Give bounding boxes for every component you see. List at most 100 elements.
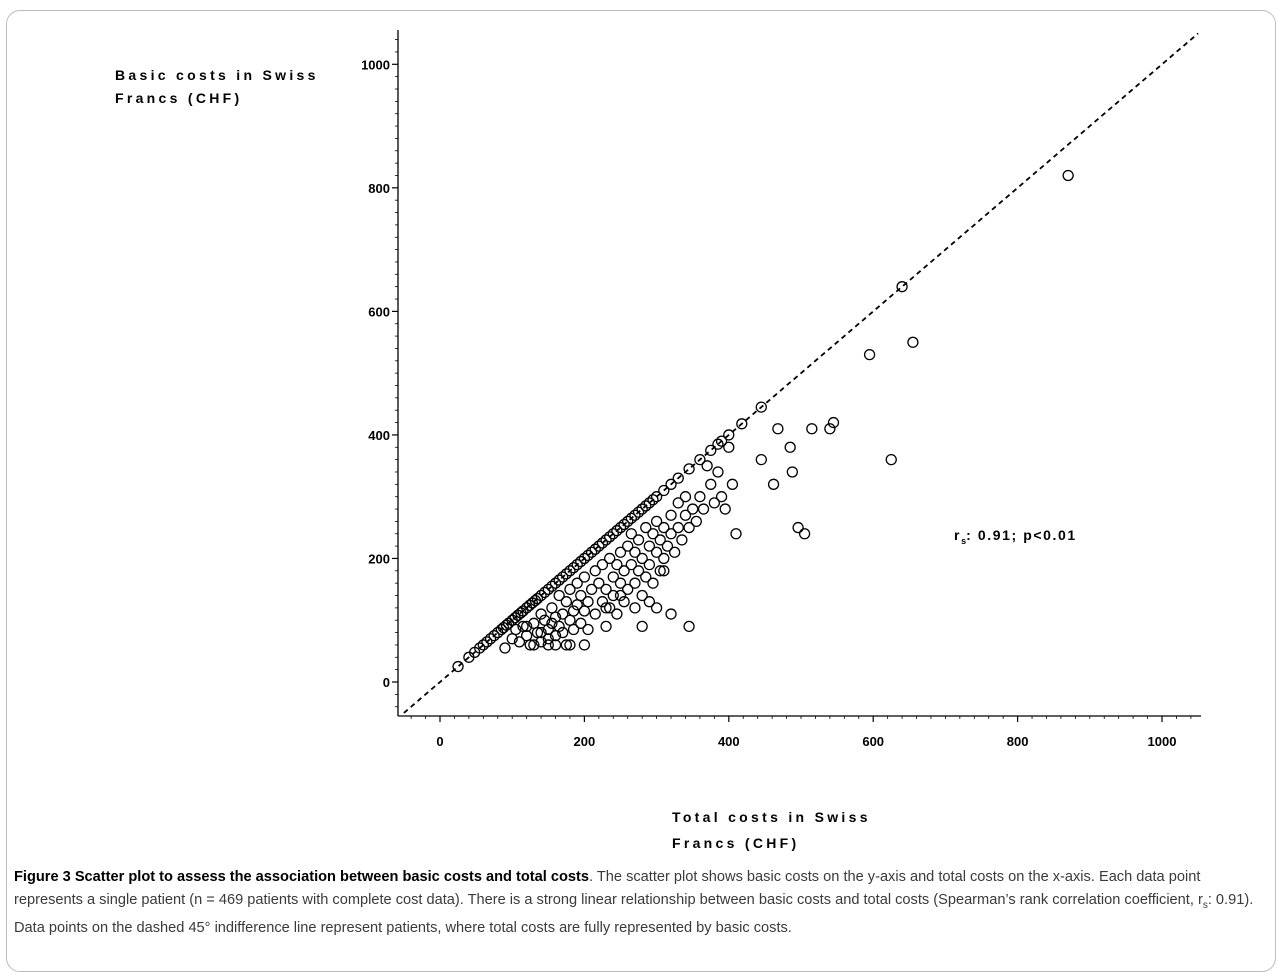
data-point [557, 571, 569, 583]
data-point [614, 589, 627, 602]
data-point [571, 577, 583, 589]
data-point [690, 515, 702, 528]
data-point [614, 521, 627, 534]
data-point [589, 608, 601, 620]
data-point [513, 636, 526, 648]
data-point [636, 589, 648, 602]
data-point [600, 583, 612, 595]
data-point [564, 639, 576, 651]
data-point [784, 441, 796, 453]
data-point [452, 660, 464, 673]
data-point [553, 620, 565, 633]
data-point [549, 577, 562, 589]
data-point [542, 623, 554, 636]
y-tick-label: 1000 [361, 57, 390, 72]
data-point [625, 512, 637, 524]
data-point [665, 478, 677, 490]
data-point [1062, 169, 1074, 182]
data-point [650, 515, 663, 528]
data-point [596, 596, 609, 608]
data-point [629, 509, 641, 521]
data-point [661, 540, 674, 552]
data-point [567, 623, 580, 636]
data-point [618, 596, 630, 608]
data-point [665, 509, 677, 521]
data-point [575, 617, 587, 629]
data-point [510, 623, 522, 636]
data-point [654, 565, 666, 577]
data-point [564, 614, 576, 626]
data-point [665, 528, 677, 540]
data-point [632, 506, 645, 518]
data-point [658, 521, 670, 534]
y-tick-label: 200 [368, 551, 390, 566]
data-point [643, 596, 656, 608]
data-point [600, 620, 612, 633]
data-point [614, 577, 627, 589]
correlation-annotation: rs: 0.91; p<0.01 [954, 527, 1077, 546]
data-point [618, 518, 630, 531]
data-point [786, 466, 798, 478]
data-point [607, 571, 619, 583]
caption-subscript: s [1202, 899, 1208, 911]
data-point [772, 423, 784, 435]
data-point [676, 534, 688, 546]
data-point [625, 558, 637, 571]
data-point [542, 639, 554, 651]
data-point [824, 423, 836, 435]
data-point [669, 546, 681, 558]
data-point [715, 491, 728, 503]
data-point [578, 571, 591, 583]
data-point [535, 636, 547, 648]
data-point [672, 472, 684, 484]
data-point [531, 592, 544, 605]
data-point [755, 453, 767, 466]
data-point [578, 639, 591, 651]
data-point [712, 466, 724, 478]
data-point [629, 577, 641, 589]
data-point [907, 336, 919, 348]
data-point [542, 583, 554, 595]
data-point [798, 528, 811, 540]
data-point [564, 565, 576, 577]
data-point [546, 602, 558, 614]
data-point [611, 525, 623, 537]
data-point [622, 540, 634, 552]
data-point [650, 546, 663, 558]
axes: 0 200 400 600 800 1000 0 200 400 600 800 1000 [361, 30, 1201, 749]
data-point [715, 435, 728, 447]
data-point [604, 531, 616, 543]
data-point [578, 552, 591, 565]
data-point [650, 491, 663, 503]
data-point [488, 630, 500, 642]
data-point [539, 586, 551, 599]
data-point [474, 642, 486, 654]
x-tick-label: 200 [574, 734, 596, 749]
y-tick-label: 0 [383, 675, 390, 690]
data-point [546, 580, 558, 592]
data-point [885, 453, 897, 466]
y-tick-label: 400 [368, 428, 390, 443]
caption-title: Figure 3 Scatter plot to assess the asso… [14, 869, 590, 885]
data-point [535, 626, 547, 639]
x-tick-label: 0 [436, 734, 443, 749]
data-point [672, 521, 684, 534]
data-point [593, 577, 605, 589]
y-axis-label: Basic costs in Swiss Francs (CHF) [115, 67, 319, 106]
data-point [723, 441, 735, 453]
x-tick-label: 800 [1007, 734, 1029, 749]
data-point [560, 639, 572, 651]
data-point [557, 626, 569, 639]
data-point [585, 583, 598, 595]
data-point [705, 444, 717, 457]
data-point [520, 620, 533, 633]
data-point [604, 602, 616, 614]
annotation-subscript: s [961, 535, 967, 546]
data-point [481, 636, 493, 648]
caption-text-a: . The scatter plot shows basic costs on … [14, 869, 1203, 908]
data-point [589, 543, 601, 555]
data-point [647, 577, 659, 589]
data-point [582, 623, 594, 636]
data-point [611, 608, 623, 620]
